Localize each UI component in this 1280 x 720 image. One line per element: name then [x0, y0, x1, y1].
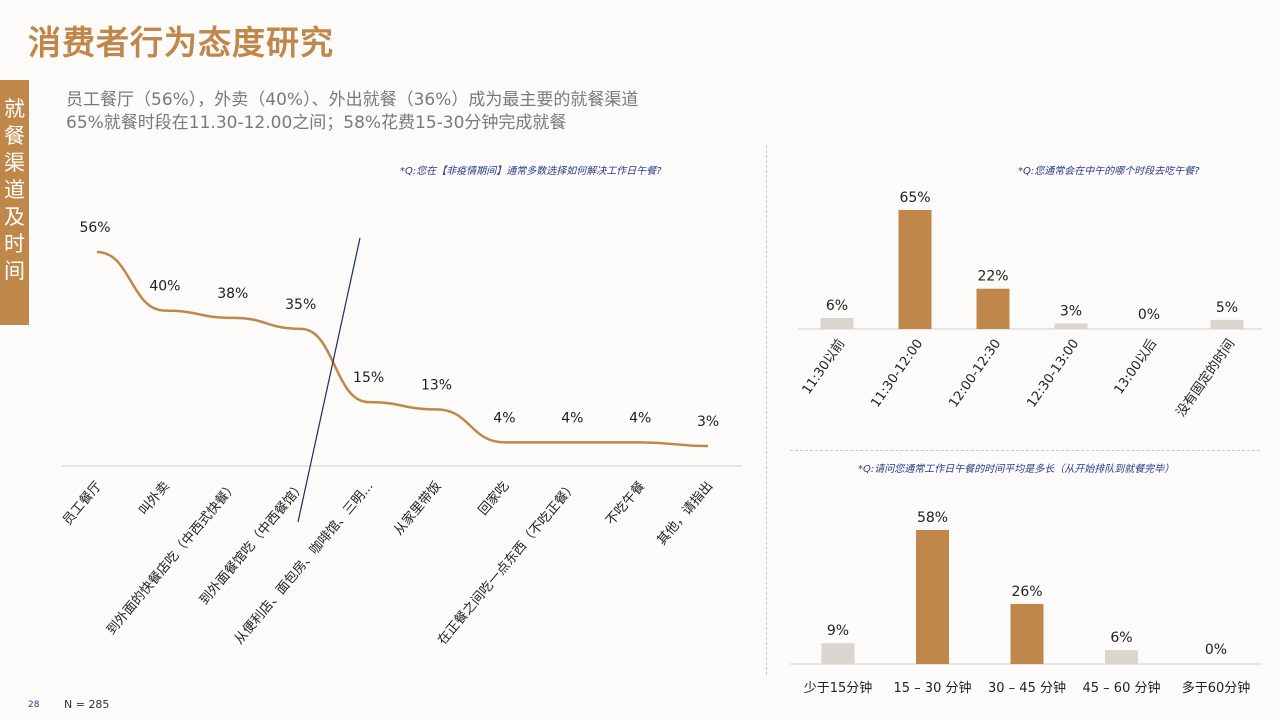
line-category-label: 在正餐之间吃一点东西（不吃正餐） — [434, 478, 580, 648]
line-data-label: 13% — [421, 377, 452, 393]
horizontal-divider — [790, 450, 1260, 451]
time-slot-bar — [976, 288, 1010, 329]
time-slot-data-label: 6% — [826, 298, 848, 314]
side-tab-char: 就 — [4, 97, 25, 121]
side-tab: 就餐渠道及时间 — [0, 80, 29, 325]
time-slot-data-label: 3% — [1060, 304, 1082, 320]
time-slot-bar — [1054, 323, 1088, 329]
line-series — [96, 250, 709, 448]
duration-bar — [821, 643, 855, 664]
summary-line-2: 65%就餐时段在11.30-12.00之间；58%花费15-30分钟完成就餐 — [66, 113, 567, 133]
duration-data-label: 9% — [827, 623, 849, 639]
duration-category-label: 15 – 30 分钟 — [894, 680, 972, 696]
side-tab-char: 道 — [4, 178, 25, 202]
line-category-label: 从便利店、面包房、咖啡馆、三明... — [231, 478, 377, 647]
line-data-label: 35% — [285, 297, 316, 313]
page-number: 28 — [28, 700, 40, 710]
line-category-label: 其他，请指出 — [655, 479, 717, 548]
line-data-label: 15% — [353, 370, 384, 386]
duration-data-label: 26% — [1011, 584, 1042, 600]
page-title: 消费者行为态度研究 — [28, 23, 334, 62]
vertical-divider — [766, 145, 767, 675]
sample-size: N = 285 — [64, 698, 110, 711]
side-tab-char: 渠 — [4, 151, 25, 175]
time-slot-bar — [898, 210, 932, 329]
line-data-label: 3% — [697, 414, 719, 430]
time-slot-data-label: 5% — [1216, 300, 1238, 316]
line-data-label: 4% — [493, 410, 515, 426]
time-slot-bar — [1210, 319, 1244, 329]
summary-line-1: 员工餐厅（56%），外卖（40%）、外出就餐（36%）成为最主要的就餐渠道 — [66, 90, 639, 110]
duration-bar — [1105, 650, 1138, 664]
duration-bar — [916, 530, 949, 664]
duration-data-label: 0% — [1205, 642, 1227, 658]
question-channel: *Q:您在【非疫情期间】通常多数选择如何解决工作日午餐? — [400, 166, 662, 177]
line-data-label: 40% — [149, 279, 180, 295]
time-slot-category-label: 13:00以后 — [1112, 337, 1161, 398]
duration-data-label: 6% — [1110, 630, 1132, 646]
side-tab-char: 时 — [4, 232, 25, 256]
duration-bar — [1010, 603, 1044, 664]
duration-data-label: 58% — [917, 510, 948, 526]
duration-category-label: 少于15分钟 — [804, 680, 873, 696]
time-slot-category-label: 没有固定的时间 — [1173, 336, 1238, 420]
time-slot-category-label: 11:30-12:00 — [868, 337, 926, 411]
line-data-label: 38% — [217, 286, 248, 302]
duration-category-label: 多于60分钟 — [1182, 680, 1251, 696]
annotation-line — [297, 237, 361, 523]
line-category-label: 到外面的快餐店吃（中西式快餐） — [103, 478, 241, 638]
time-slot-data-label: 0% — [1138, 307, 1160, 323]
line-data-label: 56% — [79, 220, 110, 236]
line-category-label: 不吃午餐 — [603, 478, 649, 528]
time-slot-category-label: 12:30-13:00 — [1024, 337, 1082, 411]
line-data-label: 4% — [629, 410, 651, 426]
side-tab-char: 间 — [4, 259, 25, 283]
time-slot-data-label: 65% — [899, 190, 930, 206]
line-category-label: 从家里带饭 — [391, 478, 445, 538]
summary: 员工餐厅（56%），外卖（40%）、外出就餐（36%）成为最主要的就餐渠道 65… — [66, 89, 638, 135]
time-slot-category-label: 12:00-12:30 — [946, 337, 1004, 411]
time-slot-category-label: 11:30以前 — [799, 336, 849, 397]
line-category-label: 员工餐厅 — [59, 478, 105, 528]
question-time-slot: *Q:您通常会在中午的哪个时段去吃午餐? — [1018, 166, 1200, 177]
side-tab-char: 餐 — [4, 124, 25, 148]
line-category-label: 回家吃 — [475, 478, 512, 518]
time-slot-data-label: 22% — [977, 269, 1008, 285]
line-category-label: 叫外卖 — [136, 479, 173, 519]
line-data-label: 4% — [561, 410, 583, 426]
question-duration: *Q:请问您通常工作日午餐的时间平均是多长（从开始排队到就餐完毕） — [858, 464, 1175, 475]
time-slot-bar — [820, 318, 854, 329]
duration-category-label: 45 – 60 分钟 — [1083, 680, 1161, 696]
duration-category-label: 30 – 45 分钟 — [988, 680, 1066, 696]
side-tab-char: 及 — [4, 205, 25, 229]
